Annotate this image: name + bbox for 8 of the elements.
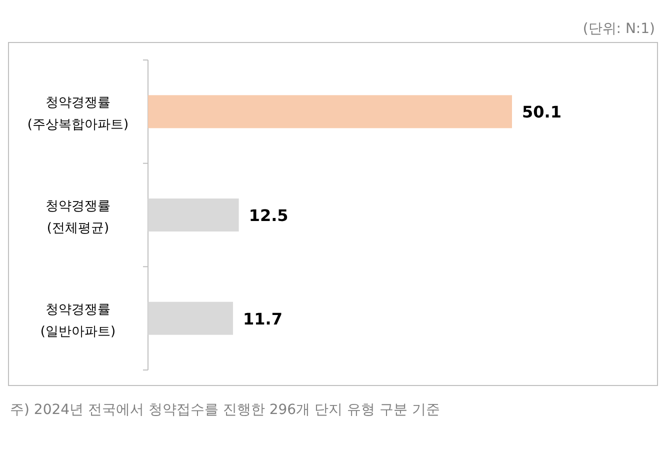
text: (단위: N:1) (582, 21, 655, 37)
text: 주) 2024년 전국에서 청약접수를 진행한 296개 단지 유형 구분 기준 (10, 402, 440, 418)
data-label: 12.5 (248, 206, 288, 225)
category-label: 청약경쟁률 (일반아파트) (40, 302, 116, 340)
data-label: 50.1 (522, 102, 562, 122)
category-label: 청약경쟁률 (주상복합아파트) (27, 96, 129, 133)
data-label: 11.7 (243, 309, 282, 328)
category-label: 청약경쟁률 (전체평균) (46, 199, 110, 236)
